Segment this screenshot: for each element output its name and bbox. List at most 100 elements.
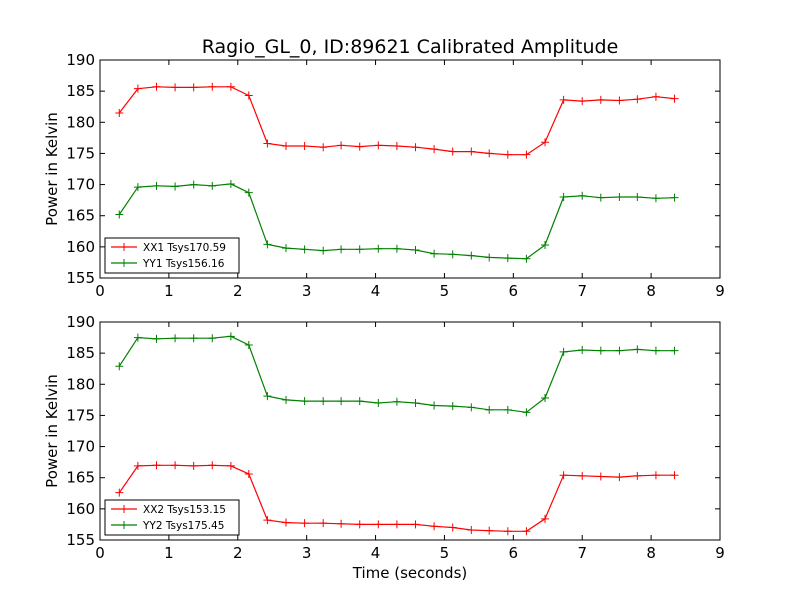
- panel2-series-1-point: [503, 527, 512, 536]
- panel2-series-2-point: [282, 395, 290, 404]
- panel1-series-1-point: [559, 95, 568, 104]
- panel1-x-tick-label: 7: [577, 282, 587, 300]
- panel2-series-1-point: [596, 472, 605, 481]
- panel2-x-tick-label: 6: [509, 544, 519, 562]
- panel2-series-1-point: [355, 520, 364, 529]
- panel2-series-2-point: [596, 346, 605, 355]
- panel1-series-1-point: [374, 141, 383, 150]
- panel2-x-tick-label: 1: [164, 544, 174, 562]
- panel2-y-tick-label: 175: [66, 406, 95, 424]
- panel1-series-1-point: [263, 139, 272, 148]
- panel2-legend-label-1: XX2 Tsys153.15: [143, 504, 226, 516]
- panel2-series-1-point: [485, 526, 494, 535]
- panel1-series-2-point: [596, 193, 605, 202]
- panel-1: 0 1 2 3 4 5 6 7 8 9 155 160 165 170 175 180 185 190 Power …: [43, 51, 725, 300]
- panel1-series-2-point: [263, 240, 272, 249]
- panel2-series-1-point: [615, 473, 624, 482]
- panel2-y-tick-label: 165: [66, 469, 95, 487]
- panel2-series-2-point: [633, 345, 642, 354]
- panel1-series-1-point: [430, 145, 439, 154]
- panel1-x-tick-label: 5: [440, 282, 450, 300]
- x-axis-label: Time (seconds): [352, 564, 468, 582]
- panel2-x-tick-label: 0: [95, 544, 105, 562]
- panel1-series-1-point: [503, 150, 512, 159]
- panel2-axes-frame: [99, 321, 721, 541]
- panel2-y-axis-label: Power in Kelvin: [43, 374, 61, 488]
- panel1-series-1-point: [337, 141, 346, 150]
- panel2-y-tick-label: 155: [66, 531, 95, 549]
- panel2-series-1-point: [300, 519, 309, 528]
- panel1-x-tick-label: 8: [646, 282, 656, 300]
- panel2-series-2-point: [226, 332, 235, 341]
- panel2-x-tick-label: 2: [233, 544, 243, 562]
- panel2-series-1-point: [152, 461, 161, 470]
- panel1-series-1-point: [578, 97, 587, 106]
- panel2-series-1-point: [430, 522, 439, 531]
- panel1-series-1-point: [300, 141, 309, 150]
- panel1-series-1-point: [615, 96, 624, 105]
- panel1-series-1-point: [152, 82, 161, 91]
- panel1-series-2-point: [152, 181, 161, 190]
- panel2-x-tick-label: 3: [302, 544, 312, 562]
- panel1-series-2-point: [670, 193, 679, 202]
- panel1-series-2-point: [226, 179, 235, 188]
- panel1-x-tick-label: 6: [509, 282, 519, 300]
- panel2-legend-marker-1: [120, 505, 128, 513]
- panel2-legend-box: [104, 499, 240, 536]
- panel2-y-tick-label: 170: [66, 438, 95, 456]
- panel1-axes-frame: [99, 59, 721, 279]
- panel2-series-2-point: [374, 398, 383, 407]
- panels: 0 1 2 3 4 5 6 7 8 9155160165170175180185190Power …: [43, 51, 725, 562]
- panel1-series-1-point: [522, 150, 531, 159]
- panel1-legend-marker-2: [120, 259, 128, 267]
- panel1-series-1-point: [467, 147, 476, 156]
- panel2-series-2-point: [392, 397, 401, 406]
- panel2-series-2-point: [430, 401, 439, 410]
- panel1-series-2-point: [319, 246, 328, 255]
- chart-title: Ragio_GL_0, ID:89621 Calibrated Amplitud…: [202, 36, 619, 58]
- panel2-series-2-point: [189, 334, 198, 343]
- panel1-series-1-point: [392, 141, 401, 150]
- panel1-x-tick-label: 0: [95, 282, 105, 300]
- panel1-series-2-point: [578, 191, 587, 200]
- panel2-series-1-point: [171, 461, 180, 470]
- panel2-series-1-point: [578, 471, 587, 480]
- panel1-series-2-point: [374, 244, 383, 253]
- panel2-series-1-point: [337, 519, 346, 528]
- panel1-series-1-point: [226, 82, 235, 91]
- panel1-series-2-point: [244, 188, 253, 197]
- panel1-y-tick-label: 190: [66, 51, 95, 69]
- panel1-y-tick-label: 180: [66, 113, 95, 131]
- panel1-series-2-point: [355, 245, 364, 254]
- panel1-legend-box: [104, 237, 240, 274]
- panel2-series-1-point: [633, 471, 642, 480]
- panel2-series-2-point: [319, 397, 328, 406]
- panel2-x-tick-label: 4: [371, 544, 381, 562]
- panel1-series-2-point: [467, 251, 476, 260]
- panel1-series-1-point: [355, 142, 364, 151]
- panel2-series-1-point: [189, 461, 198, 470]
- panel1-series-1-point: [133, 84, 142, 93]
- panel2-series-1-point: [319, 519, 328, 528]
- panel1-series-1-point: [244, 91, 253, 100]
- panel2-series-2-point: [651, 346, 660, 355]
- panel1-series-2-point: [651, 194, 660, 203]
- panel2-y-tick-label: 190: [66, 313, 95, 331]
- panel2-series-1-point: [559, 471, 568, 480]
- panel2-series-1-point: [374, 520, 383, 529]
- panel-2: 0 1 2 3 4 5 6 7 8 9 155 160 165 170 175 180 185 190 Power …: [43, 313, 725, 562]
- panel1-series-2-point: [485, 253, 494, 262]
- panel2-series-1-point: [226, 461, 235, 470]
- panel1-series-1-point: [319, 143, 328, 152]
- panel2-series-2-point: [355, 397, 364, 406]
- panel2-series-2-point: [208, 334, 217, 343]
- panel2-y-tick-label: 185: [66, 344, 95, 362]
- panel1-series-1-point: [115, 108, 124, 117]
- panel2-series-2-point: [467, 403, 476, 412]
- panel2-legend-marker-2: [120, 521, 128, 529]
- panel1-series-1-point: [651, 92, 660, 101]
- panel1-series-2-point: [337, 245, 346, 254]
- panel2-series-2-point: [559, 347, 568, 356]
- panel1-legend-label-1: XX1 Tsys170.59: [143, 242, 226, 254]
